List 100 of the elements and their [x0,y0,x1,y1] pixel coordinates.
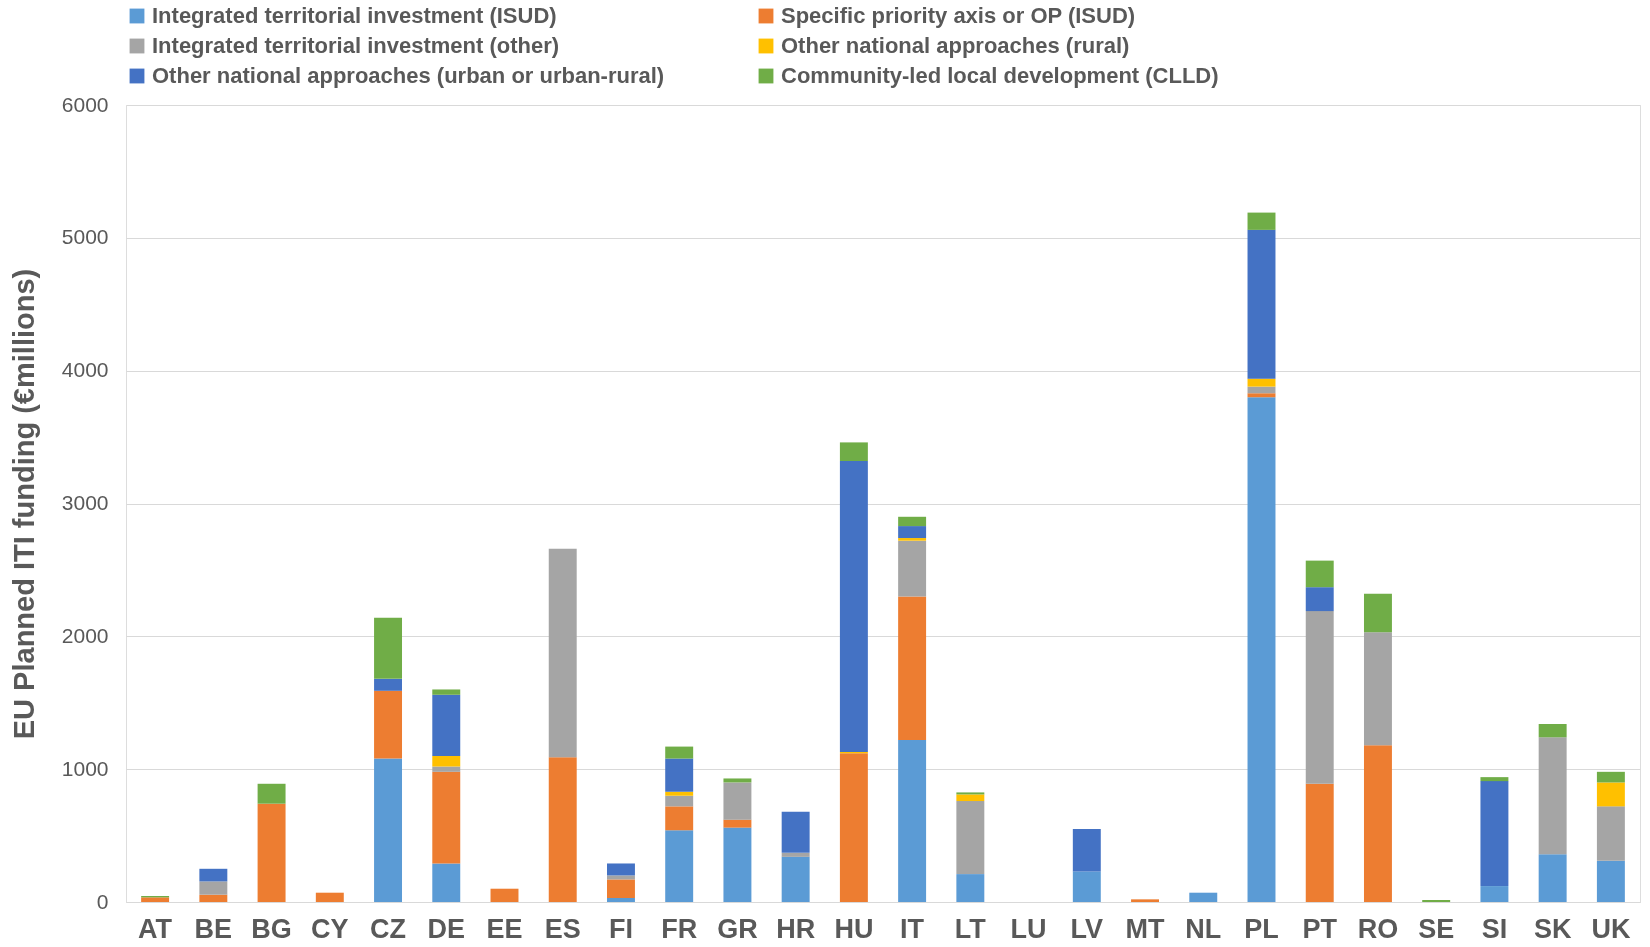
bar [956,794,985,802]
bar [141,897,170,902]
bar [199,881,228,895]
bar [548,757,577,902]
bar [374,758,403,902]
bar [956,874,985,902]
bar [781,856,810,902]
x-tick-label: UK [1591,913,1631,944]
x-tick-label: LU [1010,913,1047,944]
bar [1363,632,1392,746]
bar [781,811,810,853]
legend-label: Other national approaches (rural) [781,33,1130,58]
bar [606,863,635,876]
x-tick-label: SK [1533,913,1572,944]
legend-label: Other national approaches (urban or urban-rural) [152,63,665,88]
bar [432,863,461,902]
x-tick-label: BE [194,913,233,944]
bar [1596,782,1625,807]
bar [432,771,461,864]
x-tick-label: MT [1125,913,1166,944]
bar [1247,229,1276,379]
legend-label: Integrated territorial investment (other) [152,33,560,58]
bar [1596,771,1625,783]
bar [723,782,752,820]
legend-label: Integrated territorial investment (ISUD) [152,3,557,28]
x-tick-label: LT [954,913,987,944]
x-tick-label: PL [1244,913,1279,944]
x-tick-label: BG [251,913,292,944]
bar [432,766,461,772]
bar [1305,587,1334,612]
x-tick-label: CY [311,913,349,944]
y-axis-title: EU Planned ITI funding (€millions) [7,268,40,740]
bar [723,819,752,828]
bar [898,526,927,539]
bar [606,875,635,880]
bar [1480,777,1509,782]
x-tick-label: ES [544,913,581,944]
legend-label: Community-led local development (CLLD) [781,63,1219,88]
bar [374,678,403,691]
bar [1189,892,1218,902]
bar [1247,378,1276,387]
y-tick-label: 0 [96,889,109,913]
x-tick-label: EE [486,913,523,944]
legend-label: Specific priority axis or OP (ISUD) [781,3,1136,28]
x-tick-label: FR [661,913,698,944]
x-tick-label: SE [1418,913,1455,944]
x-tick-label: FI [608,913,633,944]
x-tick-label: RO [1357,913,1399,944]
y-tick-label: 1000 [61,756,109,780]
x-tick-label: SI [1481,913,1508,944]
bar [898,596,927,740]
x-tick-label: HU [834,913,874,944]
bar [723,827,752,902]
bar [432,755,461,767]
bar [1305,560,1334,588]
bar [839,460,868,752]
bar [1596,806,1625,861]
bar [665,830,694,902]
bar [1305,783,1334,902]
bar [199,868,228,882]
y-tick-label: 5000 [61,225,109,249]
bar [374,617,403,679]
bar [665,791,694,796]
bar [956,792,985,795]
bar [1363,745,1392,902]
bar [199,894,228,902]
bar [839,442,868,461]
bar [606,898,635,902]
bar [1538,724,1567,738]
y-tick-label: 2000 [61,623,109,647]
bar [1596,860,1625,902]
x-tick-label: GR [717,913,758,944]
bar [432,689,461,695]
x-tick-label: IT [900,913,925,944]
bar [1247,397,1276,902]
bar [839,753,868,902]
bar [898,540,927,597]
bar [1480,781,1509,887]
x-tick-label: LV [1070,913,1104,944]
bar [898,739,927,902]
bar [432,694,461,756]
bar [1072,871,1101,902]
x-tick-label: AT [138,913,173,944]
bar [665,795,694,807]
bar [1247,212,1276,230]
bar [1538,854,1567,902]
bar [1131,899,1160,902]
bar [665,758,694,792]
bar [1363,593,1392,633]
bar [257,803,286,902]
x-tick-label: PT [1302,913,1338,944]
x-tick-label: HR [776,913,816,944]
bar [1305,611,1334,784]
bar [315,892,344,902]
bar [490,888,519,902]
y-tick-label: 6000 [61,92,109,116]
bar [898,516,927,527]
bar [548,548,577,758]
bar [723,778,752,783]
bar [665,746,694,759]
